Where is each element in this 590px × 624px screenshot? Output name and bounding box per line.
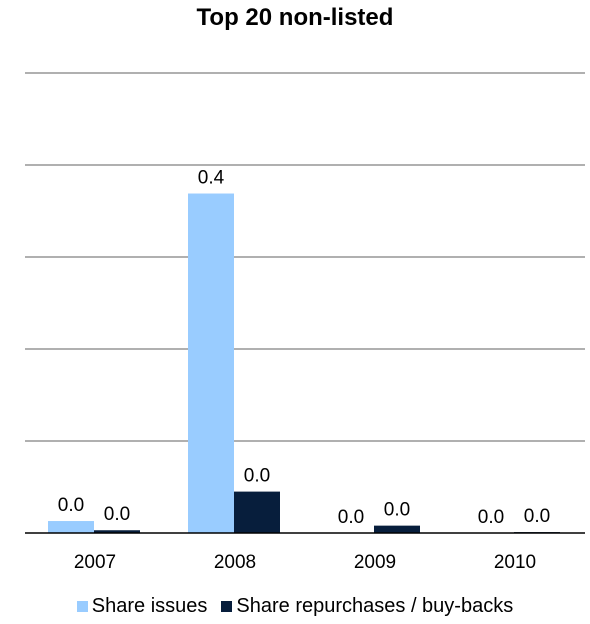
x-tick-label-2008: 2008 [214,552,256,573]
legend-swatch-share-issues [76,601,88,612]
bar-2007-series-1 [48,521,94,533]
data-label-2007-series-2: 0.0 [104,504,130,525]
data-label-2008-series-2: 0.0 [244,466,270,487]
data-label-2010-series-2: 0.0 [524,506,550,527]
data-label-2008-series-1: 0.4 [198,168,225,189]
legend-label-share-repurchases: Share repurchases / buy-backs [236,595,514,617]
x-tick-label-2010: 2010 [494,552,536,573]
data-label-2009-series-2: 0.0 [384,500,410,521]
data-label-2007-series-1: 0.0 [58,495,84,516]
x-tick-label-2009: 2009 [354,552,396,573]
bar-2008-series-1 [188,193,234,533]
bar-2007-series-2 [94,530,140,533]
legend: Share issues Share repurchases / buy-bac… [0,595,590,618]
x-tick-label-2007: 2007 [74,552,116,573]
legend-swatch-share-repurchases [221,601,233,612]
legend-item-share-issues: Share issues [76,595,208,618]
legend-item-share-repurchases: Share repurchases / buy-backs [221,595,513,618]
bar-2009-series-2 [374,525,420,533]
data-label-2009-series-1: 0.0 [338,507,364,528]
data-label-2010-series-1: 0.0 [478,507,504,528]
bar-2008-series-2 [234,491,280,533]
legend-label-share-issues: Share issues [91,595,208,617]
chart-title: Top 20 non-listed [196,4,394,31]
